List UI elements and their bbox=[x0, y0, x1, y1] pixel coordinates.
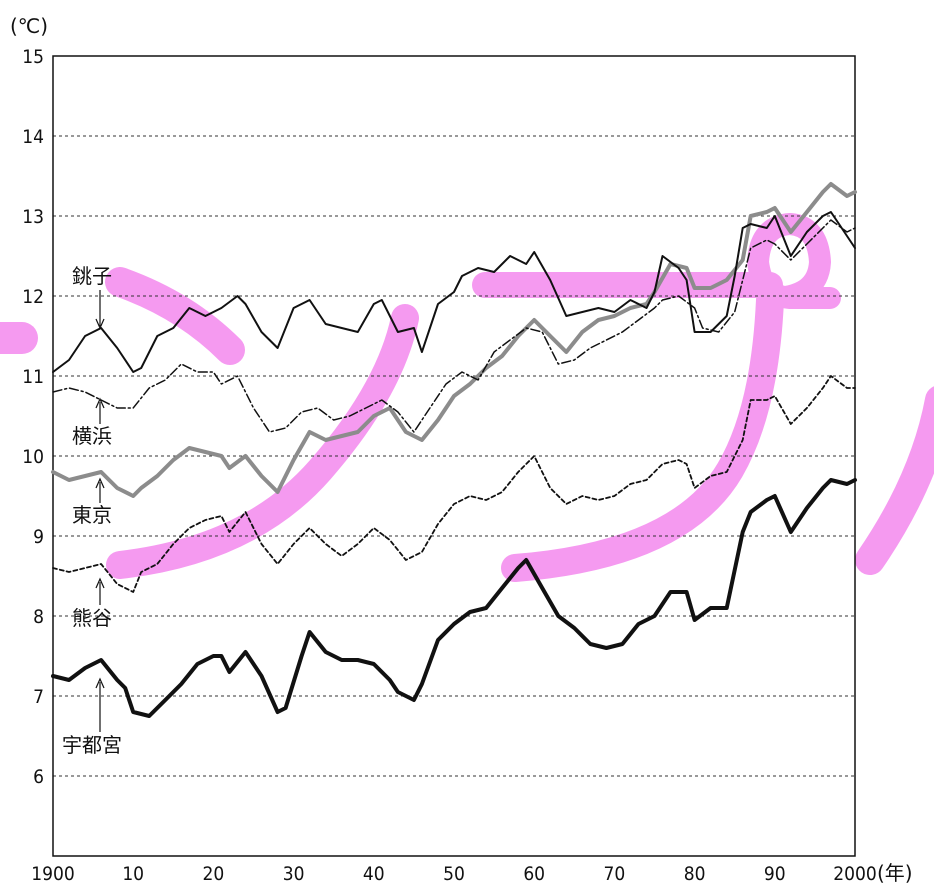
annotation-label-tokyo: 東京 bbox=[72, 503, 112, 527]
x-tick-label: 90 bbox=[764, 863, 786, 885]
y-unit-label: (℃) bbox=[10, 14, 48, 38]
y-tick-labels: 6 7 8 9 10 11 12 13 14 15 bbox=[22, 46, 44, 788]
y-tick-label: 10 bbox=[22, 446, 44, 468]
annotation-yokohama: 横浜 bbox=[72, 399, 112, 448]
annotation-label-utsunomiya: 宇都宮 bbox=[62, 733, 122, 757]
x-tick-labels: 1900 10 20 30 40 50 60 70 80 90 2000 bbox=[31, 863, 877, 885]
highlight-marks bbox=[0, 224, 934, 568]
highlight-stroke-loop bbox=[758, 224, 830, 298]
highlight-stroke-arc-1 bbox=[120, 318, 405, 565]
y-tick-label: 12 bbox=[22, 286, 44, 308]
series-annotations: 銚子 横浜 東京 熊谷 宇都宮 bbox=[62, 264, 122, 757]
x-unit-label: (年) bbox=[877, 861, 913, 885]
x-tick-label: 10 bbox=[122, 863, 144, 885]
annotation-utsunomiya: 宇都宮 bbox=[62, 679, 122, 757]
x-tick-label: 40 bbox=[363, 863, 385, 885]
highlight-stroke-right-edge bbox=[870, 400, 934, 560]
y-tick-label: 8 bbox=[33, 606, 44, 628]
y-tick-label: 6 bbox=[33, 766, 44, 788]
x-tick-label: 20 bbox=[203, 863, 225, 885]
y-tick-label: 7 bbox=[33, 686, 44, 708]
y-tick-label: 11 bbox=[22, 366, 44, 388]
x-tick-label: 80 bbox=[684, 863, 706, 885]
y-tick-label: 9 bbox=[33, 526, 44, 548]
y-tick-label: 14 bbox=[22, 126, 44, 148]
x-tick-label: 50 bbox=[443, 863, 465, 885]
x-tick-label: 60 bbox=[523, 863, 545, 885]
annotation-kumagaya: 熊谷 bbox=[72, 579, 112, 630]
x-tick-label: 30 bbox=[283, 863, 305, 885]
annotation-label-yokohama: 横浜 bbox=[72, 424, 112, 448]
annotation-label-kumagaya: 熊谷 bbox=[72, 606, 112, 630]
series-line-thin-dashdot bbox=[53, 220, 855, 432]
series-line-thick-solid bbox=[53, 480, 855, 716]
highlight-stroke-choshi bbox=[120, 282, 230, 350]
x-tick-label: 1900 bbox=[31, 863, 75, 885]
x-tick-label: 2000 bbox=[833, 863, 877, 885]
y-tick-label: 15 bbox=[22, 46, 44, 68]
x-tick-label: 70 bbox=[604, 863, 626, 885]
y-tick-label: 13 bbox=[22, 206, 44, 228]
annotation-label-choshi: 銚子 bbox=[72, 264, 112, 288]
annotation-tokyo: 東京 bbox=[72, 479, 112, 527]
